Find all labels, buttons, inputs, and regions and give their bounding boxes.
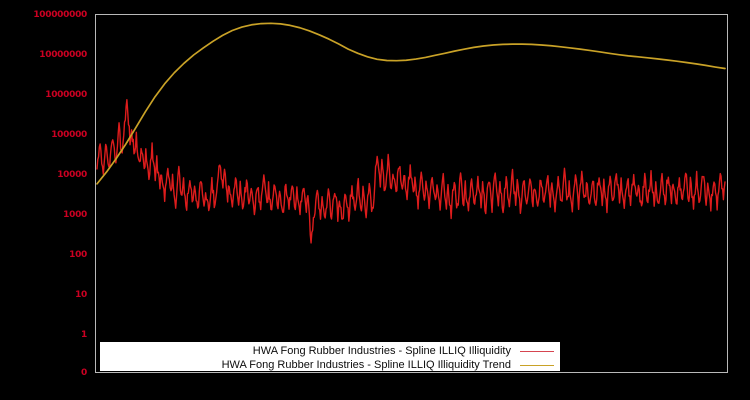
y-axis: 100000000 10000000 1000000 100000 10000 1000 1… bbox=[0, 0, 95, 400]
series-line-illiquidity bbox=[96, 99, 726, 244]
legend-entry-illiquidity: HWA Fong Rubber Industries - Spline ILLI… bbox=[101, 344, 559, 358]
y-axis-tick-label: 1000 bbox=[63, 210, 87, 220]
legend-entry-illiquidity-trend: HWA Fong Rubber Industries - Spline ILLI… bbox=[101, 358, 559, 372]
plot-area bbox=[95, 14, 728, 373]
chart-legend: HWA Fong Rubber Industries - Spline ILLI… bbox=[100, 342, 560, 371]
y-axis-tick-label: 10000 bbox=[57, 170, 87, 180]
legend-label-illiquidity: HWA Fong Rubber Industries - Spline ILLI… bbox=[252, 344, 511, 357]
y-axis-tick-label: 10 bbox=[75, 290, 87, 300]
y-axis-tick-label: 1 bbox=[81, 330, 87, 340]
y-axis-tick-label: 0 bbox=[81, 368, 87, 378]
series-line-illiquidity-trend bbox=[96, 22, 726, 185]
y-axis-tick-label: 10000000 bbox=[39, 50, 87, 60]
y-axis-tick-label: 100000000 bbox=[33, 10, 87, 20]
series-canvas bbox=[96, 22, 726, 244]
legend-label-illiquidity-trend: HWA Fong Rubber Industries - Spline ILLI… bbox=[221, 358, 511, 371]
y-axis-tick-label: 100 bbox=[69, 250, 87, 260]
legend-swatch-illiquidity bbox=[520, 350, 554, 352]
y-axis-tick-label: 100000 bbox=[51, 130, 87, 140]
y-axis-tick-label: 1000000 bbox=[45, 90, 87, 100]
legend-swatch-illiquidity-trend bbox=[520, 364, 554, 366]
